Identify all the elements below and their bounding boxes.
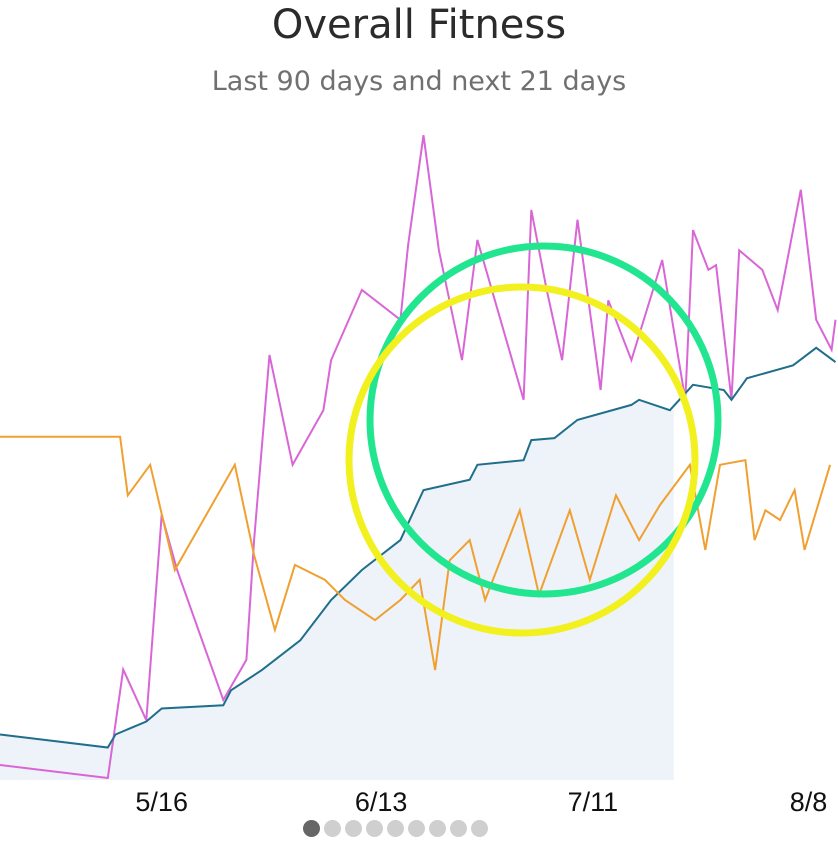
fitness-line — [0, 346, 837, 749]
page-dot[interactable] — [471, 820, 488, 837]
x-tick-label: 5/16 — [135, 787, 188, 817]
chart-subtitle: Last 90 days and next 21 days — [211, 66, 627, 97]
x-tick-label: 8/8 — [790, 787, 828, 817]
x-tick-label: 7/11 — [568, 787, 619, 817]
form-line — [0, 135, 837, 780]
chart-title: Overall Fitness — [271, 2, 567, 48]
page-dot[interactable] — [324, 820, 341, 837]
page-dot[interactable] — [303, 820, 320, 837]
page-dot[interactable] — [366, 820, 383, 837]
page-dot[interactable] — [450, 820, 467, 837]
fitness-shaded-area — [0, 399, 674, 780]
page-dot[interactable] — [345, 820, 362, 837]
fatigue-line — [0, 435, 832, 671]
page-dot[interactable] — [408, 820, 425, 837]
annotation-circle-green — [366, 242, 722, 598]
annotation-circle-yellow — [345, 283, 699, 637]
page-indicator[interactable] — [303, 820, 488, 837]
page-dot[interactable] — [429, 820, 446, 837]
x-tick-label: 6/13 — [355, 787, 408, 817]
page-dot[interactable] — [387, 820, 404, 837]
